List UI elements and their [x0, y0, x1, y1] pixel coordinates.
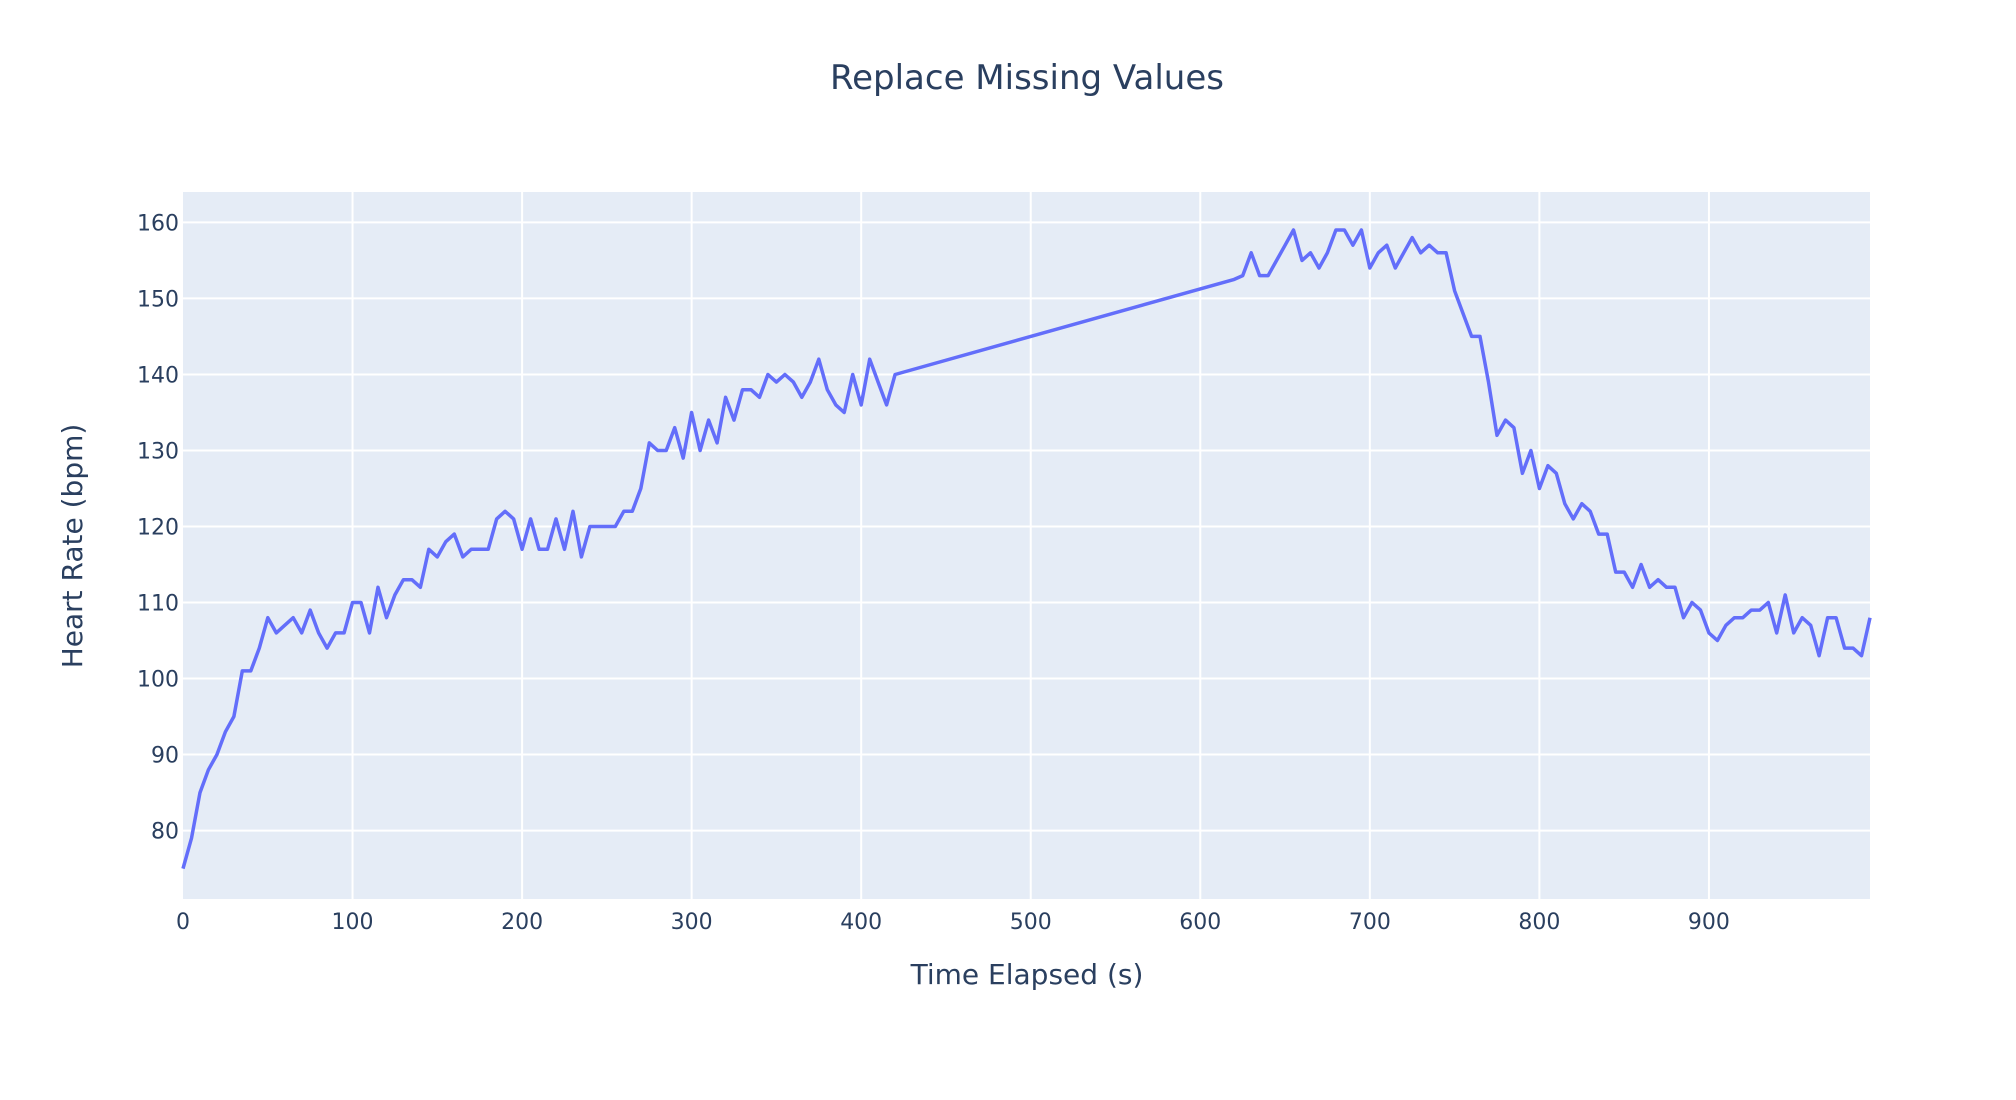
- y-tick-label: 140: [137, 363, 179, 388]
- y-tick-label: 130: [137, 439, 179, 464]
- y-tick-label: 160: [137, 211, 179, 236]
- y-gridlines: [183, 221, 1870, 832]
- x-axis-title: Time Elapsed (s): [910, 958, 1144, 991]
- y-axis-tick-labels: 80 90 100 110 120 130 140 150 160: [137, 211, 179, 844]
- y-tick-label: 100: [137, 668, 179, 693]
- plot-area: [183, 192, 1870, 899]
- x-tick-label: 300: [671, 910, 713, 935]
- x-tick-label: 100: [332, 910, 374, 935]
- x-axis-tick-labels: 0 100 200 300 400 500 600 700 800 900: [176, 910, 1730, 935]
- chart-title: Replace Missing Values: [830, 58, 1224, 98]
- y-tick-label: 120: [137, 515, 179, 540]
- y-axis-title: Heart Rate (bpm): [56, 424, 89, 669]
- y-tick-label: 110: [137, 592, 179, 617]
- y-tick-label: 90: [151, 744, 179, 769]
- x-tick-label: 600: [1179, 910, 1221, 935]
- x-gridlines: [351, 192, 1710, 899]
- x-tick-label: 200: [501, 910, 543, 935]
- x-tick-label: 700: [1349, 910, 1391, 935]
- heart-rate-series-line: [181, 228, 1872, 870]
- y-tick-label: 150: [137, 287, 179, 312]
- x-tick-label: 500: [1010, 910, 1052, 935]
- x-tick-label: 0: [176, 910, 190, 935]
- y-tick-label: 80: [151, 820, 179, 845]
- x-tick-label: 400: [840, 910, 882, 935]
- x-tick-label: 800: [1518, 910, 1560, 935]
- x-tick-label: 900: [1688, 910, 1730, 935]
